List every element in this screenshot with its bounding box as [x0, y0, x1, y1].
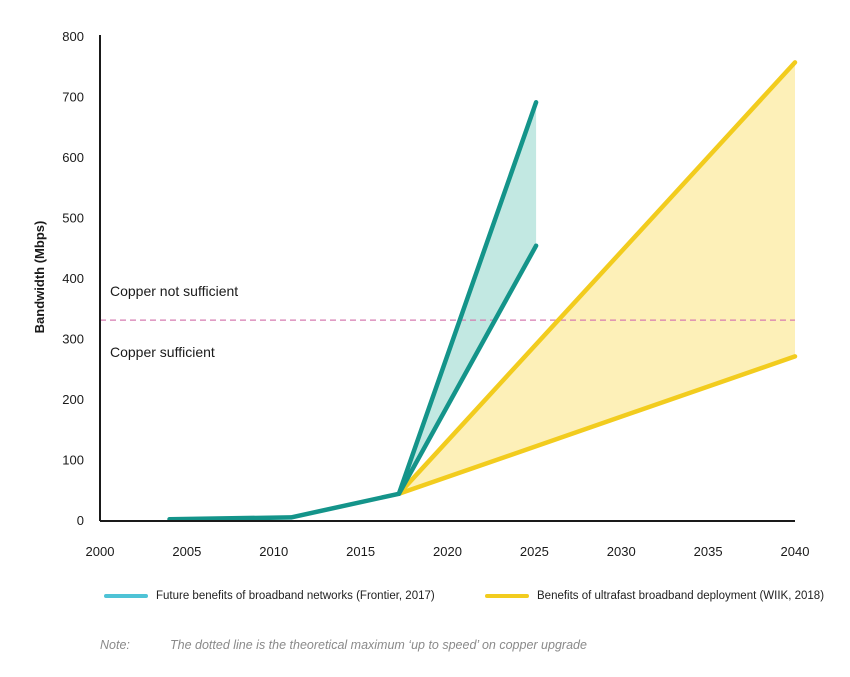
copper-sufficient-label: Copper sufficient	[110, 344, 215, 360]
x-tick-label: 2040	[781, 544, 810, 559]
legend-swatch-yellow	[485, 594, 529, 598]
chart-plot: Copper not sufficient Copper sufficient 0 1…	[32, 29, 810, 559]
x-tick-label: 2035	[694, 544, 723, 559]
note-label: Note:	[100, 638, 130, 652]
legend-item-wiik: Benefits of ultrafast broadband deployme…	[485, 590, 824, 602]
x-tick-label: 2030	[607, 544, 636, 559]
y-tick-label: 300	[62, 332, 84, 347]
copper-not-sufficient-label: Copper not sufficient	[110, 283, 238, 299]
series-0-history-line	[167, 491, 402, 522]
footnote: Note: The dotted line is the theoretical …	[100, 638, 587, 652]
y-axis-title: Bandwidth (Mbps)	[32, 221, 47, 334]
x-tick-label: 2025	[520, 544, 549, 559]
x-tick-label: 2020	[433, 544, 462, 559]
y-tick-label: 700	[62, 90, 84, 105]
legend-label-frontier: Future benefits of broadband networks (F…	[156, 590, 435, 602]
series-0-upper-line	[396, 100, 539, 497]
y-tick-label: 0	[77, 513, 84, 528]
note-text: The dotted line is the theoretical maxim…	[170, 638, 587, 652]
x-tick-label: 2015	[346, 544, 375, 559]
series-1-upper-line	[396, 60, 798, 497]
legend-label-wiik: Benefits of ultrafast broadband deployme…	[537, 590, 825, 602]
x-tick-label: 2010	[259, 544, 288, 559]
legend-swatch-teal	[104, 594, 148, 598]
series-1-lower-line	[396, 354, 798, 497]
legend-item-frontier: Future benefits of broadband networks (F…	[104, 590, 435, 602]
legend: Future benefits of broadband networks (F…	[0, 590, 850, 610]
y-tick-label: 600	[62, 150, 84, 165]
x-tick-label: 2000	[86, 544, 115, 559]
y-tick-label: 500	[62, 211, 84, 226]
y-tick-label: 100	[62, 453, 84, 468]
series-0-lower-line	[396, 243, 539, 497]
y-tick-label: 800	[62, 29, 84, 44]
x-tick-label: 2005	[172, 544, 201, 559]
y-tick-label: 400	[62, 271, 84, 286]
y-tick-label: 200	[62, 392, 84, 407]
